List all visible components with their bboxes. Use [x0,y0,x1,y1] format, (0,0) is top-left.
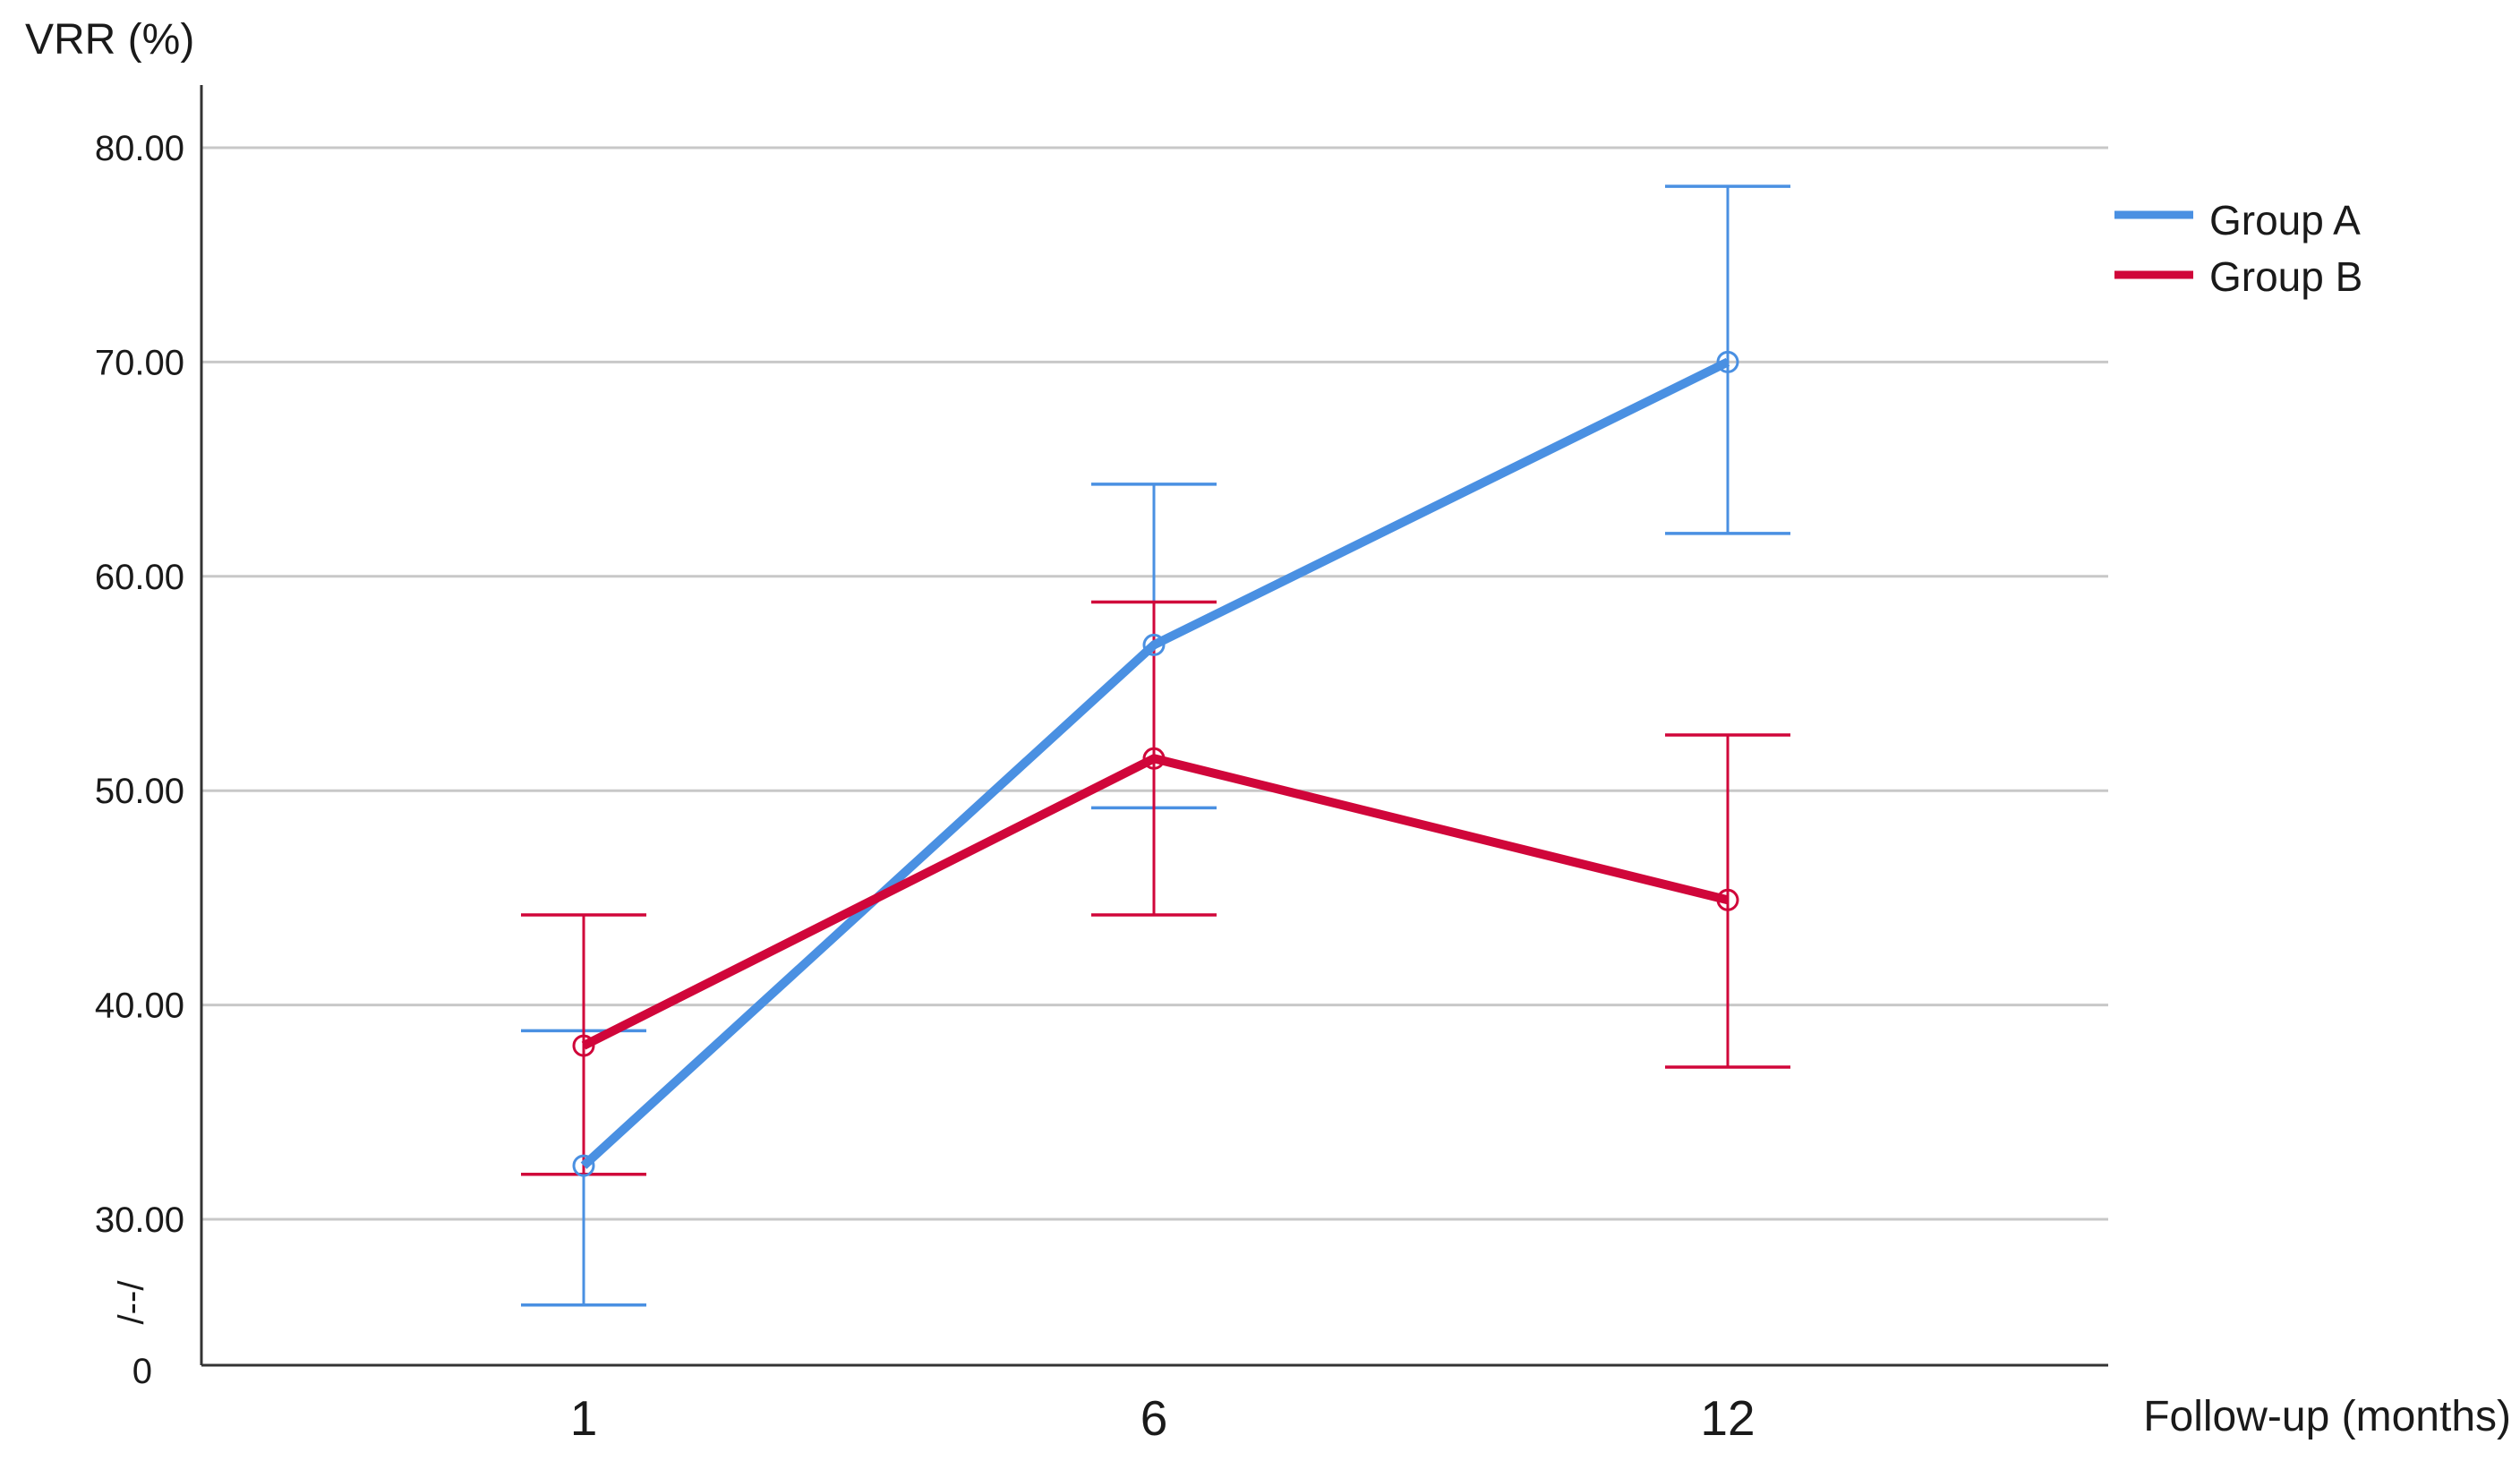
legend-label-group-a: Group A [2209,197,2361,244]
series-lines [580,357,1730,1169]
axis-break-symbol: /--/ [112,1280,151,1325]
x-tick-label: 6 [1140,1390,1168,1446]
y-tick-label: 80.00 [95,129,184,168]
data-point-group-a [1142,633,1166,656]
x-tick-label: 1 [570,1390,598,1446]
x-tick-label: 12 [1700,1390,1755,1446]
y-tick-labels: 80.00 70.00 60.00 50.00 40.00 30.00 [95,129,184,1240]
y-tick-label: 30.00 [95,1200,184,1240]
y-tick-label: 40.00 [95,987,184,1026]
data-markers [572,350,1739,1177]
y-tick-label: 50.00 [95,772,184,811]
y-tick-label: 60.00 [95,558,184,597]
y-tick-label: 70.00 [95,343,184,382]
x-axis-title: Follow-up (months) [2143,1393,2511,1440]
series-line-group-a [580,357,1730,1169]
x-tick-labels: 1 6 12 [570,1390,1755,1446]
data-point-group-a [572,1154,595,1177]
legend-label-group-b: Group B [2209,253,2362,300]
data-point-group-b [1716,888,1739,911]
error-bars [521,184,1790,1307]
series-line-group-b [581,754,1730,1050]
legend: Group A Group B [2114,197,2362,300]
y-axis-title: VRR (%) [25,16,194,64]
data-point-group-a [1716,350,1739,373]
data-point-group-b [572,1034,595,1057]
data-point-group-b [1142,747,1166,770]
y-origin-label: 0 [132,1352,152,1391]
